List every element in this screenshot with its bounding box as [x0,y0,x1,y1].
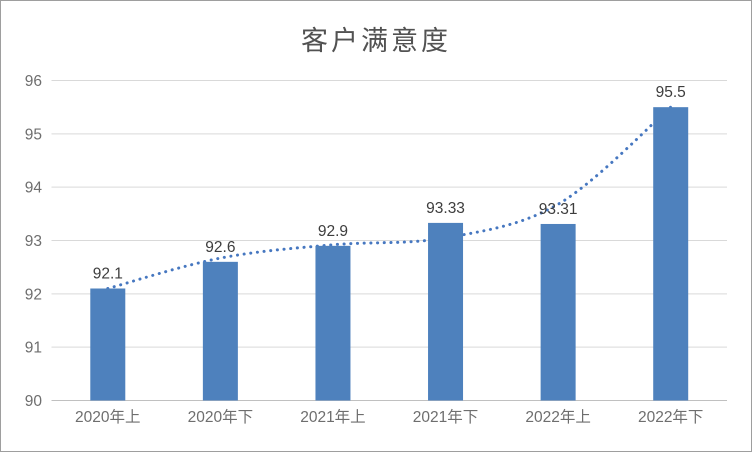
y-axis-tick: 90 [25,393,43,410]
x-axis-category-label: 2021年下 [413,408,478,426]
y-axis-tick: 96 [25,73,42,90]
y-axis-tick: 94 [25,180,43,197]
y-axis-tick: 92 [25,286,42,303]
x-axis-category-label: 2020年下 [188,408,253,426]
bar-data-label: 92.6 [205,239,235,256]
bar [540,223,576,401]
x-axis-category-label: 2020年上 [75,408,140,426]
bar-data-label: 93.33 [426,200,465,217]
bar-data-label: 92.9 [318,223,348,240]
bar [428,222,464,401]
bar-data-label: 93.31 [539,201,578,218]
x-axis-category-label: 2022年上 [525,408,590,426]
bar [90,288,126,401]
chart-title: 客户满意度 [301,26,451,56]
y-axis-tick: 91 [25,340,42,357]
y-axis-tick: 93 [25,233,42,250]
y-axis-tick: 95 [25,126,42,143]
x-axis-category-label: 2022年下 [638,408,703,426]
x-axis-category-label: 2021年上 [300,408,365,426]
bar [653,107,689,401]
bar-data-label: 95.5 [656,84,686,101]
bar-data-label: 92.1 [93,266,123,283]
bar [202,261,238,401]
bar [315,245,351,401]
trendline-dotted [106,105,673,290]
